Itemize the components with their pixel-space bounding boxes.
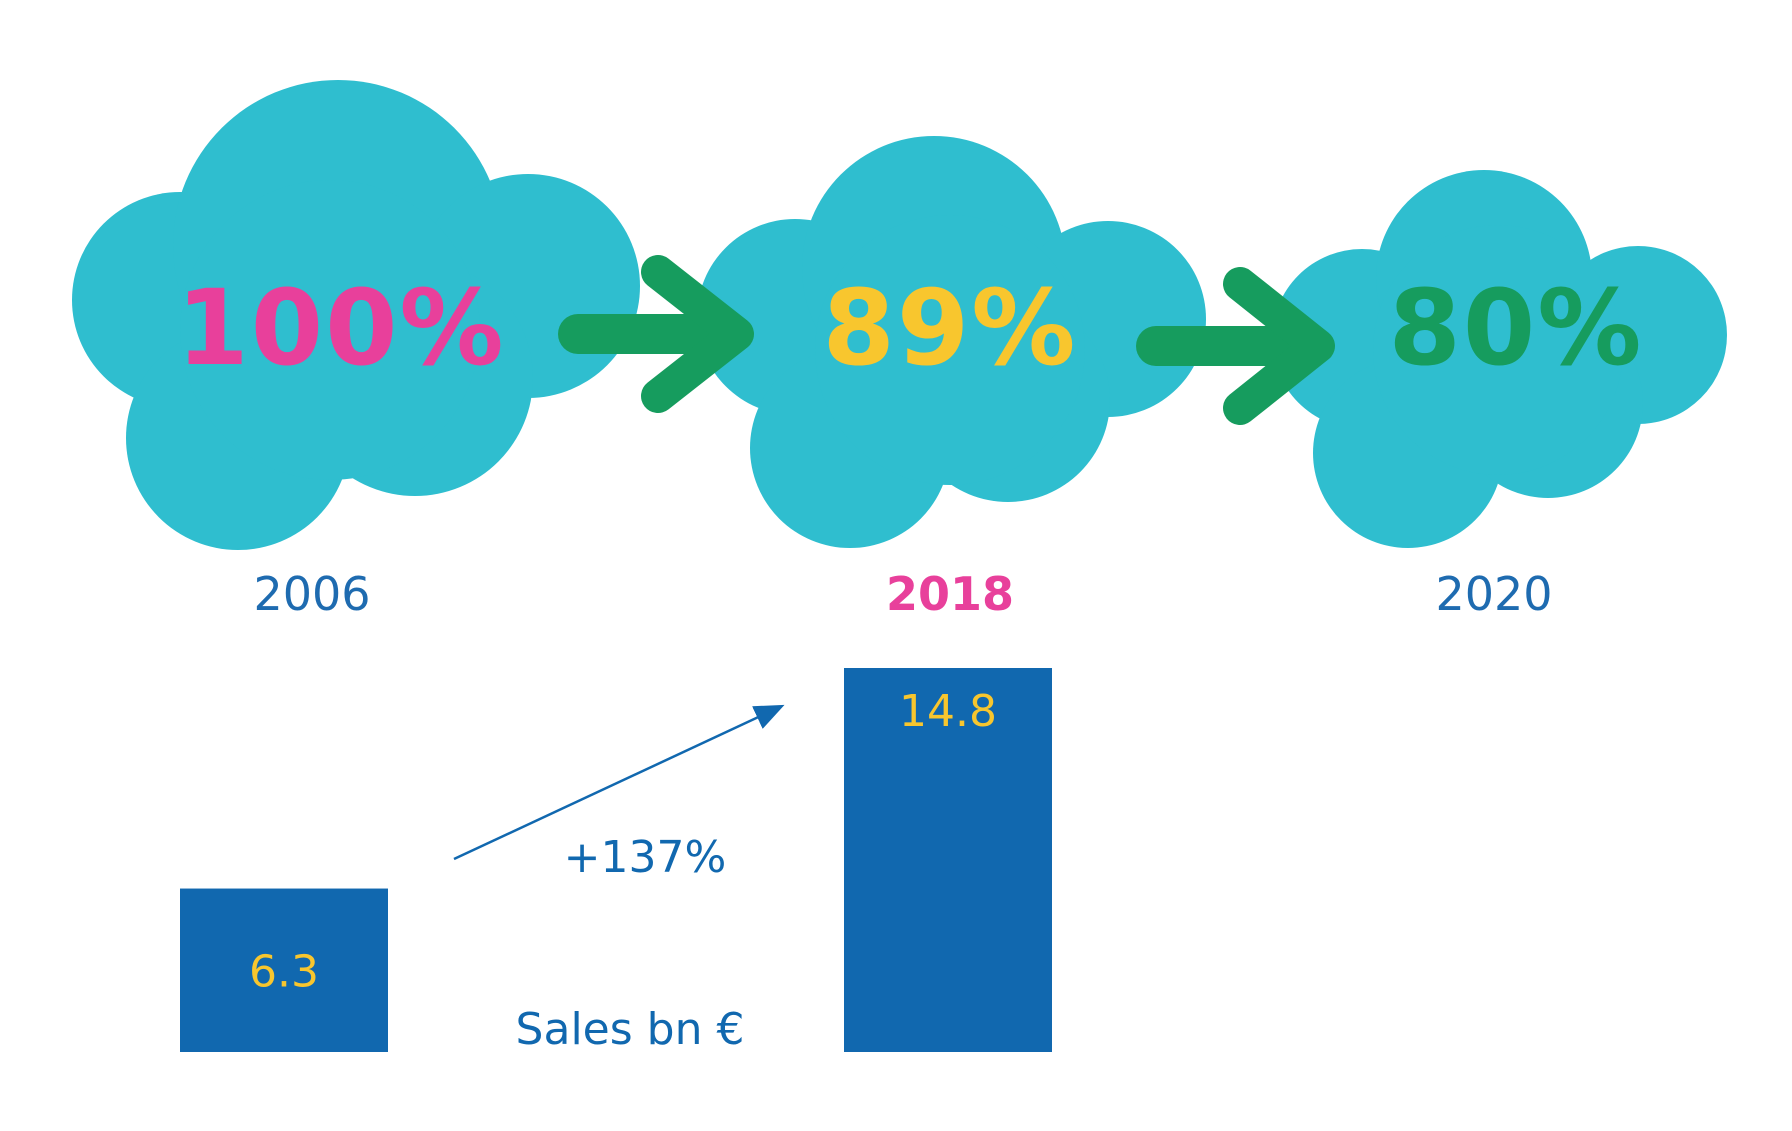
bar-value-label-2018: 14.8 xyxy=(899,686,997,737)
cloud-icon xyxy=(697,136,1206,548)
year-2018: 2018 xyxy=(886,567,1014,621)
growth-arrow xyxy=(453,704,785,861)
bar-value-label-2006: 6.3 xyxy=(249,946,319,997)
percent-2018: 89% xyxy=(823,267,1078,389)
year-2006: 2006 xyxy=(253,567,370,621)
cloud-icon xyxy=(72,80,640,550)
bar-2006 xyxy=(180,888,388,1052)
growth-label: +137% xyxy=(564,832,727,883)
percent-2020: 80% xyxy=(1389,267,1644,389)
chart-caption: Sales bn € xyxy=(516,1004,745,1055)
percent-2006: 100% xyxy=(176,267,505,389)
arrow-right-icon xyxy=(1136,267,1335,425)
sales-bar-chart: 6.3 14.8 xyxy=(180,668,1052,1052)
year-2020: 2020 xyxy=(1435,567,1552,621)
cloud-icon xyxy=(1272,170,1727,548)
arrow-right-icon xyxy=(558,255,754,413)
bar-2018 xyxy=(844,668,1052,1052)
